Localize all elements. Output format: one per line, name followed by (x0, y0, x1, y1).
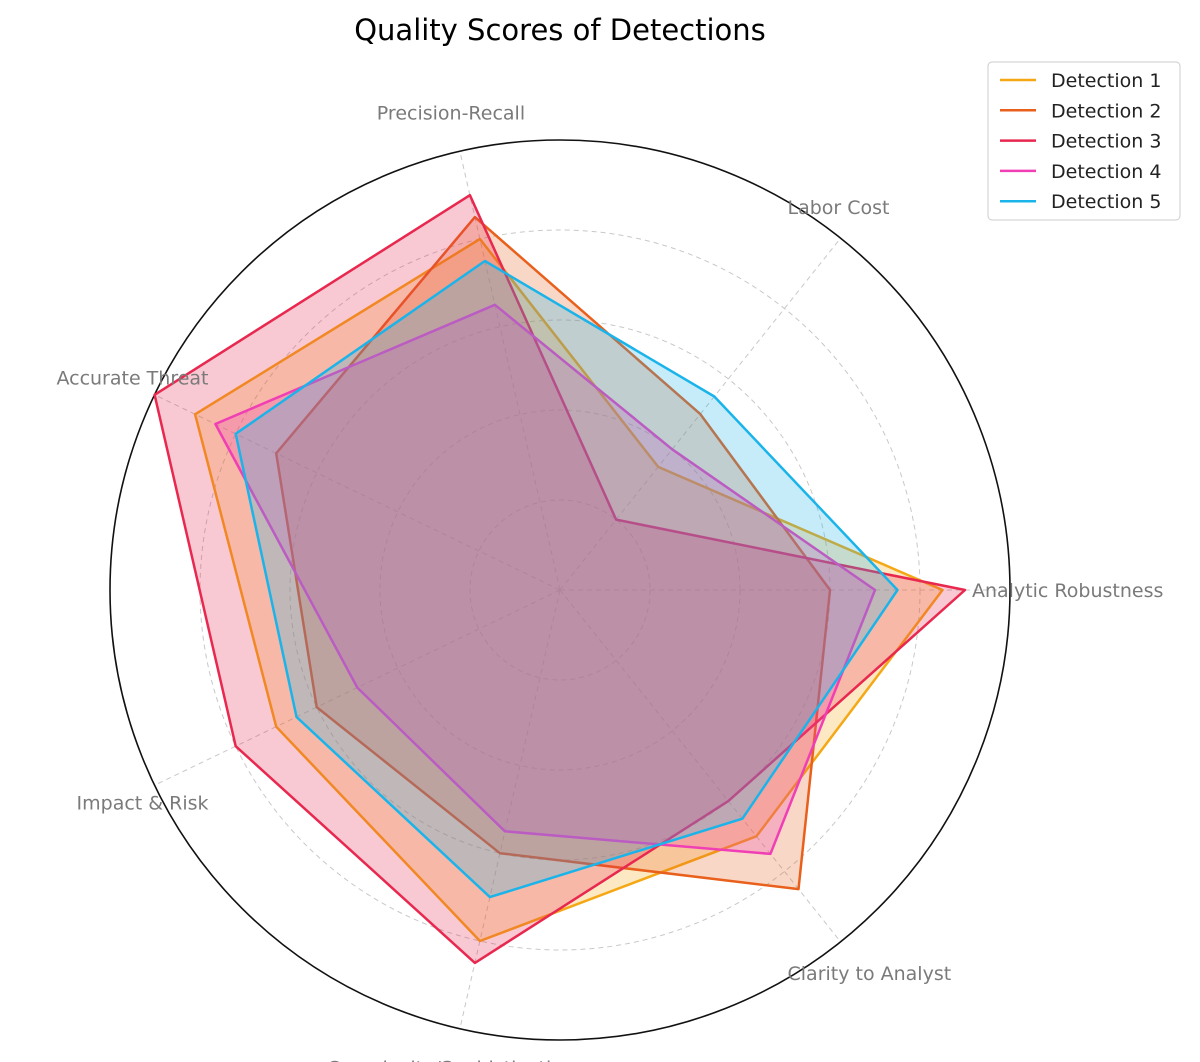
spoke-line (559, 589, 841, 943)
axis-label: Clarity to Analyst (788, 963, 952, 985)
spoke-line (459, 151, 561, 591)
axis-label: Analytic Robustness (972, 580, 1163, 602)
legend: Detection 1 Detection 2 Detection 3 Detecti… (987, 61, 1181, 221)
spoke-line (154, 394, 561, 591)
spoke-line (459, 589, 561, 1029)
legend-label: Detection 2 (1051, 100, 1161, 122)
axis-label: Accurate Threat (56, 367, 208, 389)
legend-label: Detection 3 (1051, 131, 1161, 153)
grid-layer (109, 139, 1011, 1041)
axis-label-layer: Analytic Robustness Labor Cost Precision-R… (56, 102, 1163, 1062)
legend-label: Detection 1 (1051, 70, 1161, 92)
series-layer (153, 193, 967, 965)
series-polygon-5 (234, 259, 899, 899)
series-polygon-1 (193, 237, 944, 943)
axis-label: Labor Cost (788, 197, 890, 219)
legend-label: Detection 5 (1051, 191, 1161, 213)
spoke-line (559, 237, 841, 591)
outer-ring (109, 139, 1011, 1041)
axis-label: Complexity/Sophistication (327, 1058, 575, 1062)
legend-frame (987, 61, 1181, 221)
legend-label: Detection 4 (1051, 161, 1161, 183)
series-polygon-4 (214, 303, 877, 856)
chart-title: Quality Scores of Detections (354, 13, 766, 47)
axis-label: Impact & Risk (77, 793, 209, 815)
series-polygon-3 (153, 193, 967, 965)
series-polygon-2 (274, 215, 832, 891)
axis-label: Precision-Recall (377, 102, 525, 124)
